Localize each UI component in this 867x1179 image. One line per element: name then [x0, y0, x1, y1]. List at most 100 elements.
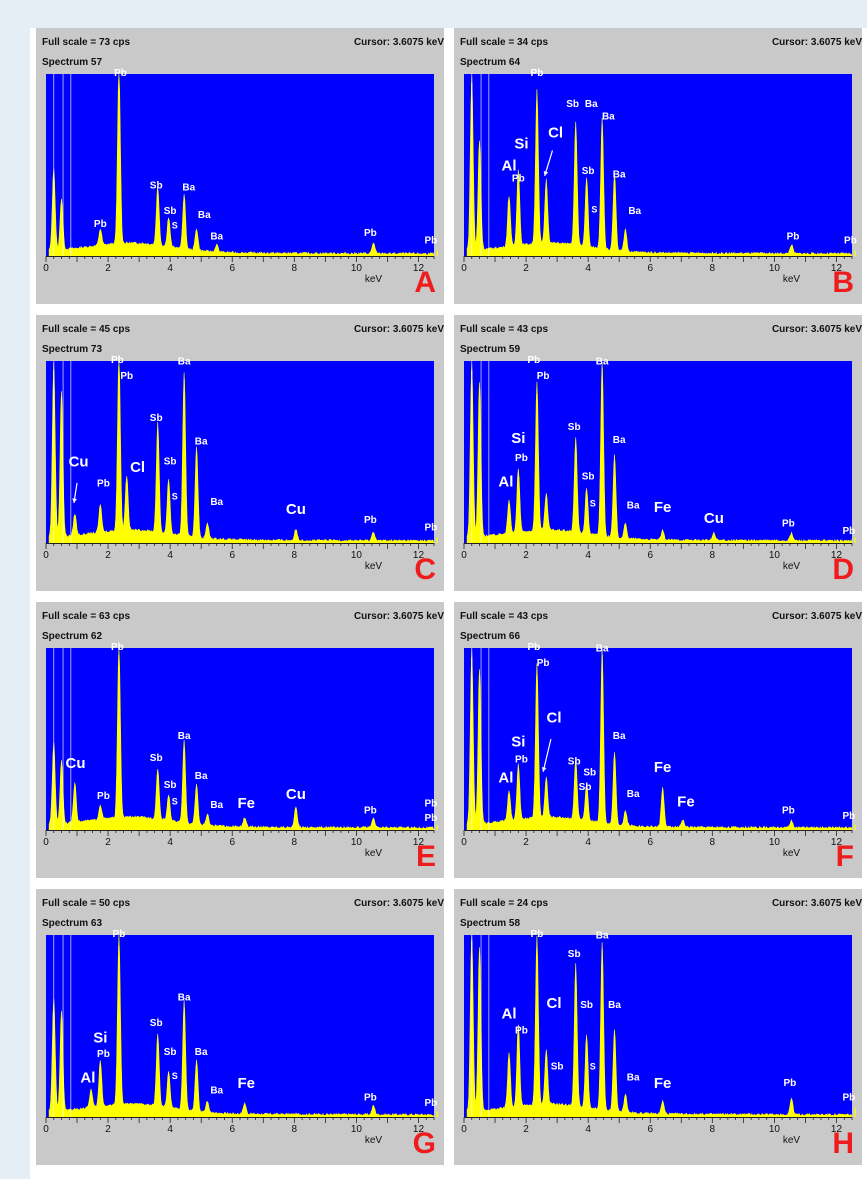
x-tick-label: 2: [105, 263, 111, 274]
cursor-readout: Cursor: 3.6075 keV: [771, 898, 862, 909]
cursor-readout: Cursor: 3.6075 keV: [771, 611, 862, 622]
cursor-readout: Cursor: 3.6075 keV: [771, 37, 862, 48]
x-tick-label: 12: [413, 550, 425, 561]
element-label: S: [590, 1062, 596, 1072]
element-label: Pb: [425, 813, 438, 824]
x-tick-label: 4: [167, 1124, 173, 1135]
spectrum-label: Spectrum 66: [460, 631, 521, 642]
element-label: Sb: [164, 206, 177, 217]
element-label: S: [172, 1071, 178, 1081]
element-label: Pb: [364, 515, 377, 526]
full-scale-label: Full scale = 45 cps: [42, 324, 131, 335]
element-label: Cl: [130, 459, 145, 476]
element-label: Pb: [784, 1078, 797, 1089]
element-label: Ba: [596, 931, 609, 942]
element-label: Ba: [627, 789, 640, 800]
spectrum-panel-d: Full scale = 43 cps Cursor: 3.6075 keV S…: [454, 315, 862, 591]
element-label: Sb: [150, 181, 163, 192]
spectrum-label-row: Spectrum 73: [36, 341, 444, 358]
element-label: Al: [80, 1069, 95, 1086]
plot-area: [46, 361, 434, 543]
panel-header-row: Full scale = 63 cps Cursor: 3.6075 keV: [36, 608, 444, 625]
element-label: S: [172, 221, 178, 231]
spectrum-plot: Pb Ba Sb Si Pb Ba Sb Al S Ba Fe Pb Pb 0 2 4 6 8 10 12 keV G: [43, 929, 438, 1160]
element-label: Pb: [843, 811, 856, 822]
x-tick-label: 2: [105, 550, 111, 561]
plot-area: [46, 648, 434, 830]
x-axis-unit: keV: [783, 848, 801, 859]
x-tick-label: 8: [292, 837, 298, 848]
element-label: Sb: [551, 1062, 564, 1073]
x-tick-label: 12: [413, 837, 425, 848]
element-label: Ba: [178, 731, 191, 742]
panel-header-row: Full scale = 45 cps Cursor: 3.6075 keV: [36, 321, 444, 338]
spectrum-panel-g: Full scale = 50 cps Cursor: 3.6075 keV S…: [36, 889, 444, 1165]
panel-header-row: Full scale = 24 cps Cursor: 3.6075 keV: [454, 895, 862, 912]
element-label: Ba: [627, 1073, 640, 1084]
element-label: Al: [498, 770, 513, 787]
spectrum-plot: Pb Ba Sb Sb Ba Cl Al Pb Sb S Ba Fe Pb Pb 0 2 4 6 8 10 12 keV H: [461, 929, 856, 1160]
x-axis-unit: keV: [365, 561, 383, 572]
spectrum-plot: Pb Ba Sb Cu Ba Sb Pb S Ba Fe Cu Pb Pb Pb 0 2 4 6 8 10 12 keV E: [43, 642, 438, 873]
x-tick-label: 0: [461, 837, 467, 848]
element-label: S: [590, 499, 596, 509]
full-scale-label: Full scale = 73 cps: [42, 37, 131, 48]
label-arrow: [542, 738, 552, 772]
x-tick-label: 2: [523, 837, 529, 848]
element-label: Sb: [582, 471, 595, 482]
element-label: S: [172, 797, 178, 807]
element-label: Sb: [583, 767, 596, 778]
element-label: Pb: [364, 806, 377, 817]
element-label: Pb: [425, 235, 438, 246]
element-label: Fe: [677, 793, 695, 810]
element-label: Sb: [164, 1047, 177, 1058]
figure-sheet: Full scale = 73 cps Cursor: 3.6075 keV S…: [30, 28, 867, 1179]
element-label: Al: [502, 157, 517, 174]
panel-header-row: Full scale = 34 cps Cursor: 3.6075 keV: [454, 34, 862, 51]
spectrum-label: Spectrum 59: [460, 344, 521, 355]
element-label: Cu: [286, 501, 306, 518]
spectrum-panel-c: Full scale = 45 cps Cursor: 3.6075 keV S…: [36, 315, 444, 591]
element-label: Ba: [608, 1000, 621, 1011]
x-tick-label: 6: [647, 550, 653, 561]
element-label: Ba: [178, 993, 191, 1004]
element-label: Sb: [579, 782, 592, 793]
element-label: Pb: [527, 642, 540, 653]
x-tick-label: 12: [413, 263, 425, 274]
panel-letter: B: [832, 266, 854, 299]
element-label: Pb: [364, 1093, 377, 1104]
panel-header-row: Full scale = 43 cps Cursor: 3.6075 keV: [454, 608, 862, 625]
spectrum-label: Spectrum 58: [460, 918, 521, 929]
spectrum-label: Spectrum 64: [460, 57, 521, 68]
x-tick-label: 4: [585, 263, 591, 274]
x-tick-label: 6: [647, 837, 653, 848]
x-tick-label: 8: [710, 1124, 716, 1135]
spectrum-trace: [466, 361, 853, 544]
element-label: Sb: [164, 780, 177, 791]
x-tick-label: 12: [831, 1124, 843, 1135]
element-label: Ba: [602, 112, 615, 123]
panel-letter: C: [414, 553, 436, 586]
element-label: Sb: [164, 457, 177, 468]
spectrum-trace: [48, 934, 435, 1118]
spectrum-panel-f: Full scale = 43 cps Cursor: 3.6075 keV S…: [454, 602, 862, 878]
x-tick-label: 8: [292, 1124, 298, 1135]
element-label: Ba: [596, 644, 609, 655]
plot-area: [464, 74, 852, 256]
x-tick-label: 6: [229, 263, 235, 274]
element-label: Al: [502, 1006, 517, 1023]
x-tick-label: 4: [585, 550, 591, 561]
element-label: S: [591, 204, 597, 214]
spectrum-label-row: Spectrum 64: [454, 54, 862, 71]
plot-area: [46, 935, 434, 1117]
x-tick-label: 4: [585, 1124, 591, 1135]
x-tick-label: 0: [43, 1124, 49, 1135]
element-label: Ba: [195, 437, 208, 448]
element-label: Pb: [97, 791, 110, 802]
element-label: Pb: [537, 371, 550, 382]
plot-area: [464, 648, 852, 830]
x-tick-label: 12: [831, 837, 843, 848]
x-tick-label: 10: [769, 837, 781, 848]
panel-letter: F: [836, 840, 854, 873]
